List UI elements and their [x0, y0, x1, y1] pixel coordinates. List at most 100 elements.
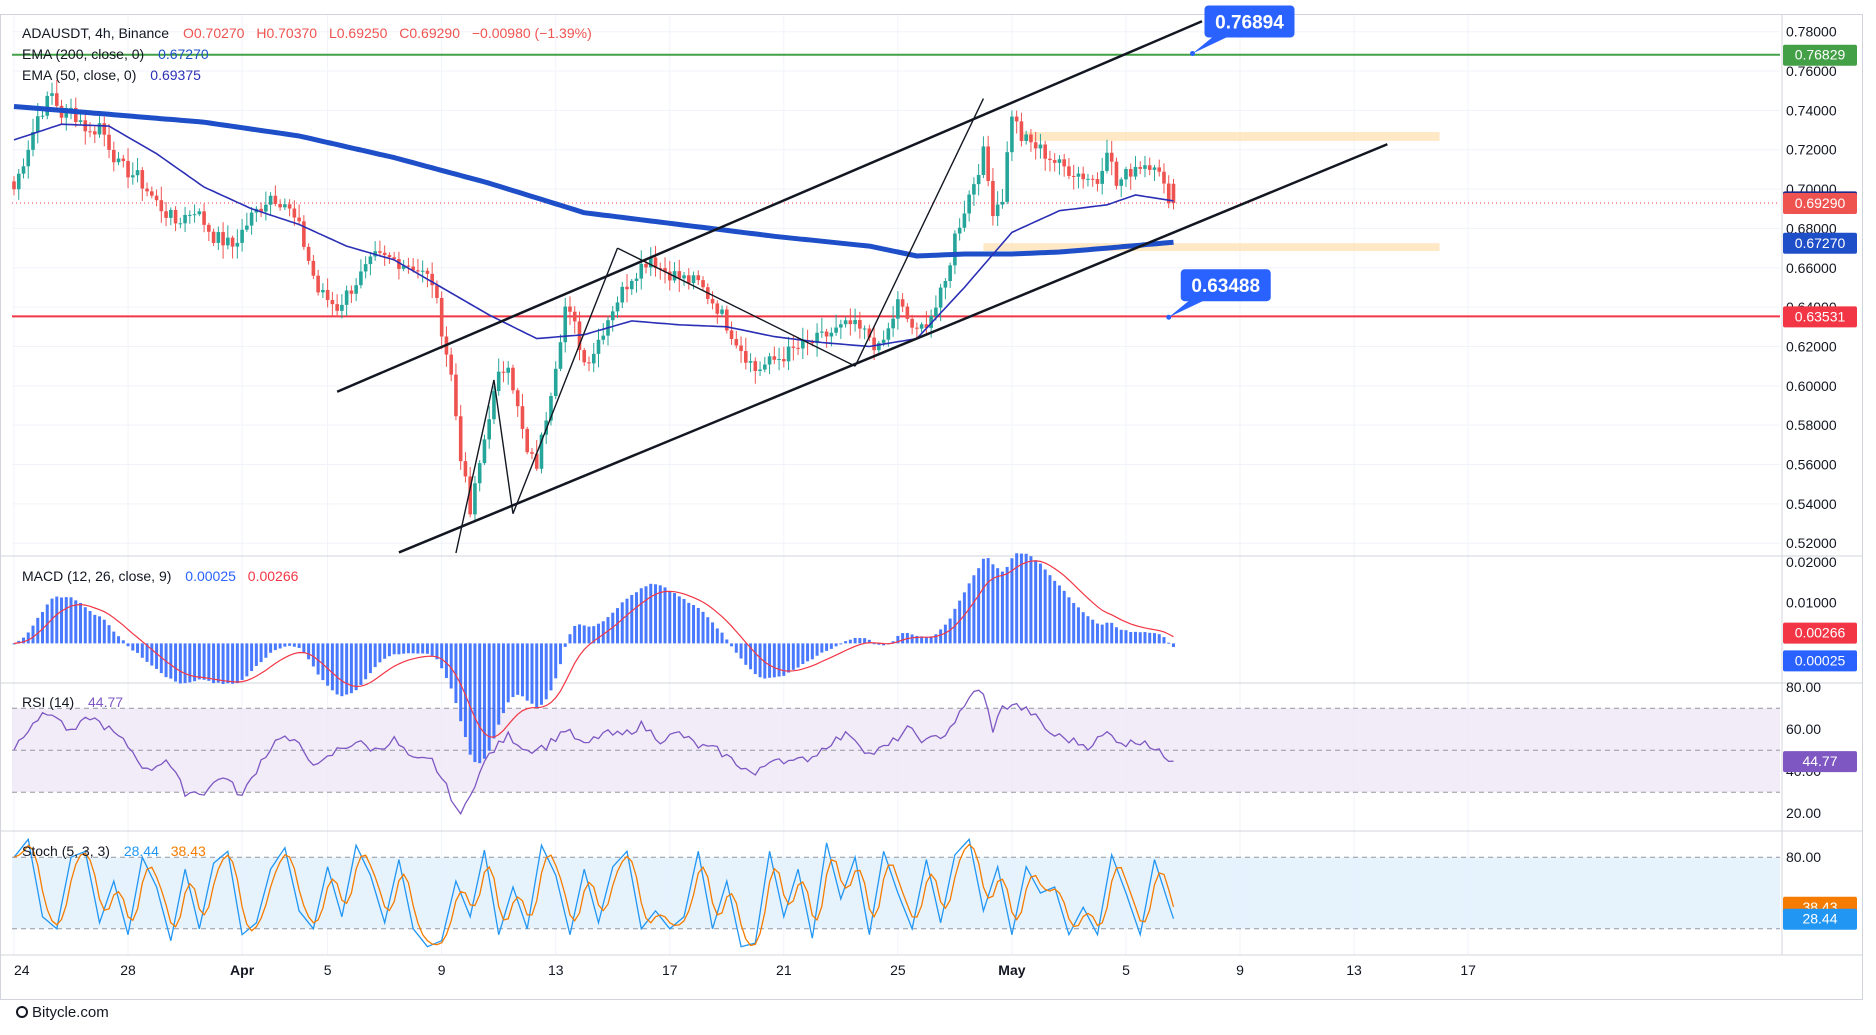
candle-body: [425, 270, 430, 274]
ohlc-close: C0.69290: [399, 25, 460, 41]
candle-body: [663, 268, 667, 272]
macd-hist-bar: [663, 587, 667, 644]
macd-hist-bar: [915, 635, 919, 644]
price-callouts[interactable]: 0.76894 0.63488: [1166, 5, 1295, 320]
macd-hist-bar: [216, 643, 220, 683]
candle: [587, 356, 591, 372]
macd-hist-bar: [967, 583, 971, 644]
price-candles[interactable]: [12, 79, 1176, 521]
candle-body: [1038, 144, 1043, 149]
candle-body: [211, 231, 216, 243]
candle-body: [839, 324, 843, 328]
candle-body: [748, 361, 753, 363]
macd-hist-bar: [50, 598, 54, 644]
candle-body: [986, 146, 990, 181]
macd-hist-bar: [178, 643, 182, 684]
channel-upper-line: [336, 20, 1203, 393]
candle: [720, 305, 724, 317]
candle-body: [886, 328, 891, 340]
macd-hist-bar: [1043, 569, 1047, 644]
candle-body: [568, 306, 572, 312]
candle: [88, 122, 92, 138]
macd-hist-bar: [283, 643, 287, 647]
macd-signal-line: [13, 560, 1174, 738]
macd-hist-bar: [231, 643, 235, 684]
ema200-legend: EMA (200, close, 0) 0.67270: [22, 46, 209, 62]
candle: [454, 363, 458, 421]
candle-body: [458, 416, 463, 462]
macd-hist-bar: [392, 643, 396, 655]
rsi-tick-label: 60.00: [1786, 721, 1821, 737]
macd-hist-bar: [131, 643, 135, 651]
candle-body: [21, 166, 26, 174]
macd-hist-bar: [739, 643, 743, 659]
candle: [1086, 173, 1090, 187]
candle: [648, 247, 653, 276]
candle: [1014, 110, 1019, 134]
candle-body: [791, 346, 796, 348]
candle: [192, 204, 197, 223]
candle: [1166, 175, 1171, 209]
trend-drawings[interactable]: [336, 20, 1388, 554]
tag-last-price: 0.69290: [1783, 193, 1857, 215]
callout-dot: [1166, 314, 1172, 320]
candle: [1162, 163, 1166, 194]
candle: [306, 243, 311, 265]
zigzag-line: [455, 379, 495, 554]
candle-body: [1014, 116, 1019, 122]
macd-hist-bar: [939, 629, 943, 644]
macd-hist-bar: [311, 643, 315, 667]
candle-body: [1010, 116, 1014, 153]
macd-hist-bar: [730, 643, 734, 647]
candle-body: [549, 396, 553, 421]
macd-hist-bar: [1019, 553, 1023, 644]
candle: [330, 291, 335, 317]
candle-body: [515, 390, 520, 407]
candle-body: [135, 170, 140, 176]
macd-hist-bar: [753, 643, 757, 675]
price-tick-label: 0.60000: [1786, 378, 1837, 394]
candle: [591, 342, 596, 373]
macd-hist-bar: [863, 638, 867, 644]
macd-hist-bar: [107, 625, 111, 644]
macd-hist-bar: [943, 624, 947, 644]
candle-body: [534, 453, 539, 469]
candle: [734, 331, 739, 349]
candle: [553, 361, 558, 400]
candle: [872, 325, 876, 361]
candle: [786, 336, 791, 371]
candle: [957, 218, 962, 241]
callout-label: 0.63488: [1191, 276, 1260, 297]
time-tick-label: 9: [438, 962, 446, 978]
macd-hist-bar: [910, 634, 914, 644]
candle: [791, 335, 796, 361]
candle: [397, 251, 401, 280]
macd-hist-bar: [1091, 619, 1095, 644]
candle: [625, 273, 629, 303]
candle: [710, 291, 715, 310]
candle-body: [867, 328, 872, 338]
macd-hist-bar: [254, 643, 258, 666]
macd-hist-bar: [278, 643, 282, 649]
candle-body: [810, 341, 815, 344]
candle-body: [1095, 179, 1100, 184]
candle-body: [292, 208, 297, 218]
candle-body: [563, 306, 568, 343]
macd-hist-bar: [696, 607, 700, 644]
macd-hist-bar: [1129, 631, 1133, 644]
candle: [677, 259, 682, 293]
candle: [216, 226, 221, 250]
candle-body: [35, 116, 40, 132]
candle-body: [473, 483, 477, 515]
candle-body: [1057, 159, 1062, 163]
tag-resistance-bg: [1783, 44, 1857, 66]
candle-body: [368, 256, 373, 265]
candle-body: [306, 246, 311, 261]
candle-body: [1124, 169, 1128, 180]
candle-body: [872, 337, 876, 351]
candle: [382, 245, 387, 266]
candle-body: [173, 209, 178, 224]
candle-body: [1100, 170, 1105, 184]
candle-body: [763, 364, 767, 370]
time-tick-label: 13: [548, 962, 564, 978]
